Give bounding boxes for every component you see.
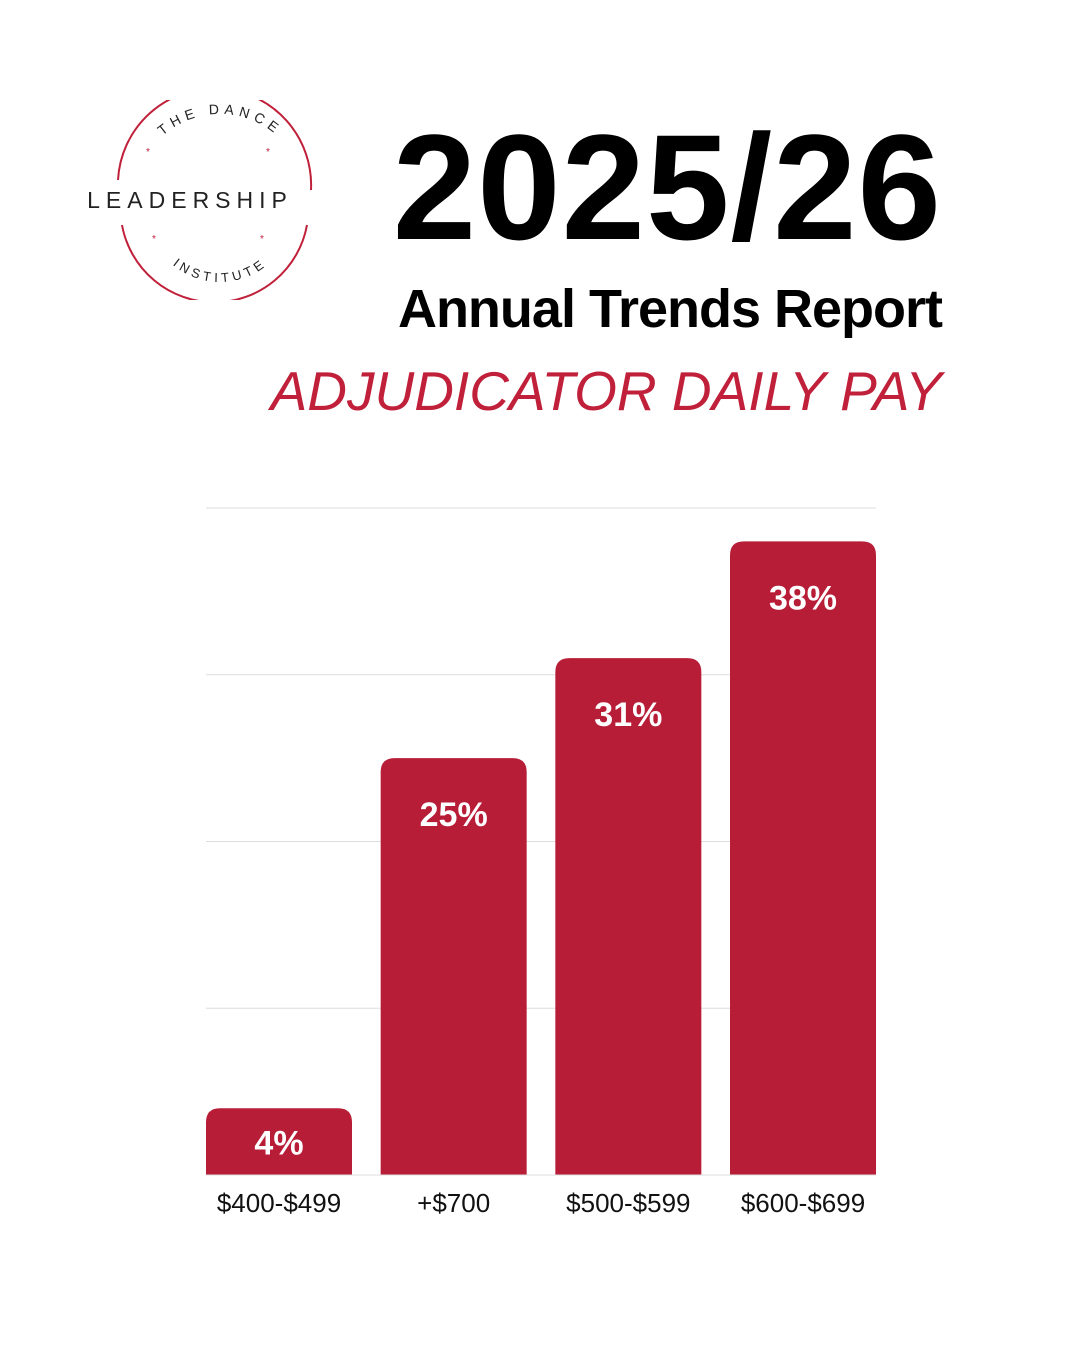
logo-star-icon: * [146,147,150,158]
logo: THE DANCE LEADERSHIP INSTITUTE * * * * [70,87,330,304]
x-tick-label: $500-$599 [566,1188,690,1218]
x-tick-label: +$700 [417,1188,490,1218]
bar [555,658,702,1175]
logo-star-icon: * [260,234,264,245]
x-tick-label: $400-$499 [217,1188,341,1218]
bar-data-label: 4% [254,1124,303,1162]
bar-data-label: 31% [594,696,662,734]
logo-seal: THE DANCE LEADERSHIP INSTITUTE * * * * [87,87,313,304]
bar-data-label: 38% [769,579,837,617]
bar [380,758,527,1175]
section-title: ADJUDICATOR DAILY PAY [270,360,942,422]
bar [730,541,876,1175]
bar [206,1108,352,1175]
report-year: 2025/26 [392,103,942,271]
report-title: Annual Trends Report [397,279,943,339]
bar-data-label: 25% [420,796,488,834]
logo-star-icon: * [152,234,156,245]
logo-star-icon: * [266,147,270,158]
logo-main-text: LEADERSHIP [87,187,293,213]
x-tick-label: $600-$699 [741,1188,865,1218]
